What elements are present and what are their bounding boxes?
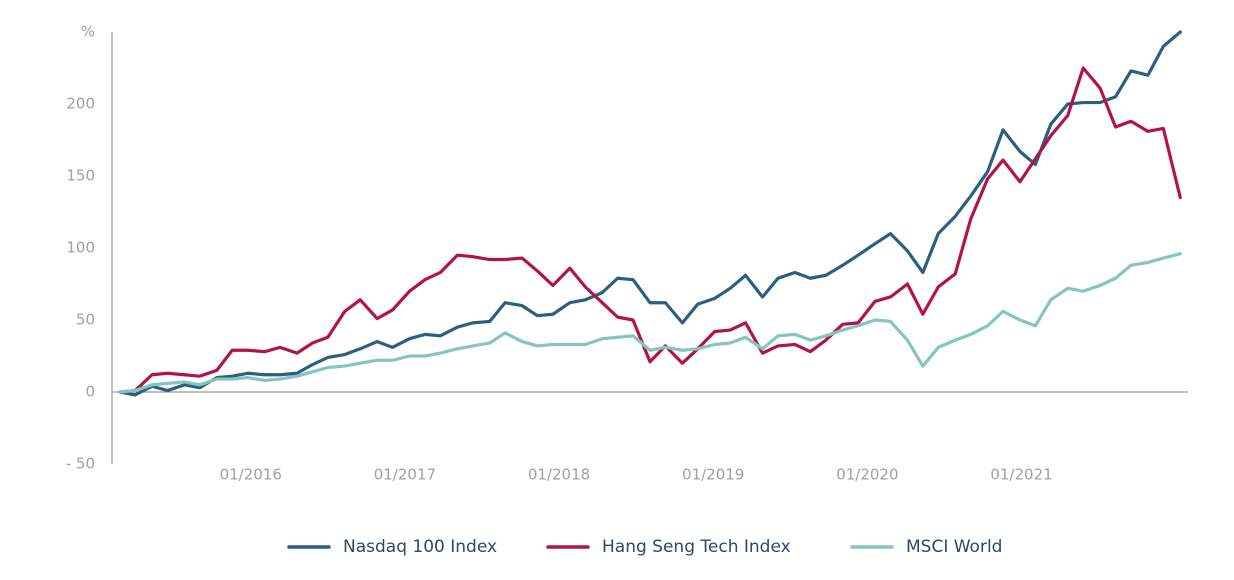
- series-line: [118, 66, 1182, 394]
- y-tick-label: - 50: [66, 455, 95, 473]
- y-tick-label: 150: [66, 167, 95, 185]
- legend-label: MSCI World: [906, 537, 1002, 557]
- x-tick-label: 01/2021: [990, 466, 1052, 484]
- x-tick-label: 01/2020: [836, 466, 898, 484]
- x-tick-label: 01/2016: [220, 466, 282, 484]
- y-tick-label: %: [81, 23, 95, 41]
- x-tick-label: 01/2019: [682, 466, 744, 484]
- x-tick-label: 01/2018: [528, 466, 590, 484]
- x-tick-label: 01/2017: [374, 466, 436, 484]
- y-tick-label: 0: [85, 383, 95, 401]
- legend-label: Nasdaq 100 Index: [343, 537, 497, 557]
- series-line: [118, 30, 1182, 397]
- series-line: [118, 252, 1182, 394]
- legend-label: Hang Seng Tech Index: [602, 537, 791, 557]
- y-tick-label: 50: [76, 311, 95, 329]
- y-tick-label: 100: [66, 239, 95, 257]
- y-tick-label: 200: [66, 95, 95, 113]
